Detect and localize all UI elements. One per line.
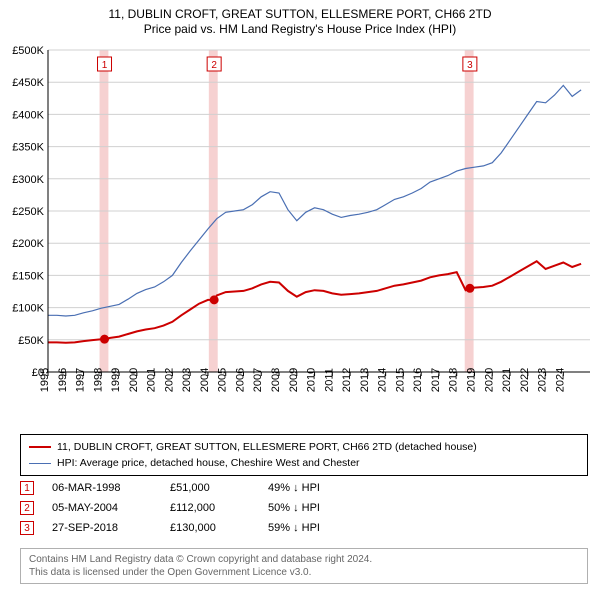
svg-text:2020: 2020 — [483, 368, 495, 392]
svg-text:2000: 2000 — [128, 368, 140, 392]
svg-text:2004: 2004 — [199, 368, 211, 392]
chart-container: 11, DUBLIN CROFT, GREAT SUTTON, ELLESMER… — [0, 0, 600, 590]
svg-text:2024: 2024 — [554, 368, 566, 392]
svg-text:£50K: £50K — [18, 335, 44, 347]
svg-text:2023: 2023 — [537, 368, 549, 392]
down-arrow-icon: ↓ — [293, 502, 299, 514]
event-pct-3: 59% ↓ HPI — [268, 522, 378, 534]
attribution: Contains HM Land Registry data © Crown c… — [20, 548, 588, 584]
legend: 11, DUBLIN CROFT, GREAT SUTTON, ELLESMER… — [20, 434, 588, 476]
svg-text:2006: 2006 — [234, 368, 246, 392]
svg-text:£400K: £400K — [12, 109, 44, 121]
chart-svg: £0£50K£100K£150K£200K£250K£300K£350K£400… — [0, 42, 600, 430]
event-date-1: 06-MAR-1998 — [52, 482, 152, 494]
svg-text:2013: 2013 — [359, 368, 371, 392]
svg-text:2002: 2002 — [163, 368, 175, 392]
svg-text:2005: 2005 — [217, 368, 229, 392]
down-arrow-icon: ↓ — [293, 522, 299, 534]
svg-text:2021: 2021 — [501, 368, 513, 392]
attribution-line2: This data is licensed under the Open Gov… — [29, 566, 579, 579]
svg-text:2008: 2008 — [270, 368, 282, 392]
svg-text:2014: 2014 — [377, 368, 389, 392]
event-flag-2: 2 — [20, 501, 34, 515]
svg-text:2009: 2009 — [288, 368, 300, 392]
svg-text:1999: 1999 — [110, 368, 122, 392]
legend-label-property: 11, DUBLIN CROFT, GREAT SUTTON, ELLESMER… — [57, 441, 477, 453]
svg-text:2003: 2003 — [181, 368, 193, 392]
svg-text:2022: 2022 — [519, 368, 531, 392]
event-price-3: £130,000 — [170, 522, 250, 534]
chart-subtitle: Price paid vs. HM Land Registry's House … — [0, 22, 600, 36]
legend-label-hpi: HPI: Average price, detached house, Ches… — [57, 457, 360, 469]
event-price-1: £51,000 — [170, 482, 250, 494]
svg-text:£200K: £200K — [12, 238, 44, 250]
event-pct-2: 50% ↓ HPI — [268, 502, 378, 514]
svg-text:2012: 2012 — [341, 368, 353, 392]
down-arrow-icon: ↓ — [293, 482, 299, 494]
legend-item-property: 11, DUBLIN CROFT, GREAT SUTTON, ELLESMER… — [29, 439, 579, 455]
svg-text:2016: 2016 — [412, 368, 424, 392]
svg-text:1995: 1995 — [39, 368, 51, 392]
event-row-2: 2 05-MAY-2004 £112,000 50% ↓ HPI — [20, 498, 588, 518]
svg-text:2011: 2011 — [323, 368, 335, 392]
svg-text:2010: 2010 — [306, 368, 318, 392]
svg-text:£350K: £350K — [12, 142, 44, 154]
event-flag-3: 3 — [20, 521, 34, 535]
svg-text:2015: 2015 — [394, 368, 406, 392]
svg-text:1996: 1996 — [57, 368, 69, 392]
event-pct-1: 49% ↓ HPI — [268, 482, 378, 494]
attribution-line1: Contains HM Land Registry data © Crown c… — [29, 553, 579, 566]
chart-area: £0£50K£100K£150K£200K£250K£300K£350K£400… — [0, 42, 600, 430]
svg-text:£250K: £250K — [12, 206, 44, 218]
svg-text:1997: 1997 — [75, 368, 87, 392]
svg-text:2001: 2001 — [146, 368, 158, 392]
events-table: 1 06-MAR-1998 £51,000 49% ↓ HPI 2 05-MAY… — [20, 478, 588, 538]
event-row-3: 3 27-SEP-2018 £130,000 59% ↓ HPI — [20, 518, 588, 538]
svg-text:£300K: £300K — [12, 174, 44, 186]
svg-text:2: 2 — [211, 60, 217, 71]
legend-item-hpi: HPI: Average price, detached house, Ches… — [29, 455, 579, 471]
svg-text:2019: 2019 — [465, 368, 477, 392]
svg-text:£150K: £150K — [12, 270, 44, 282]
event-date-2: 05-MAY-2004 — [52, 502, 152, 514]
svg-text:3: 3 — [467, 60, 473, 71]
event-flag-1: 1 — [20, 481, 34, 495]
event-row-1: 1 06-MAR-1998 £51,000 49% ↓ HPI — [20, 478, 588, 498]
event-date-3: 27-SEP-2018 — [52, 522, 152, 534]
svg-text:£100K: £100K — [12, 303, 44, 315]
svg-text:£500K: £500K — [12, 45, 44, 57]
svg-text:£450K: £450K — [12, 77, 44, 89]
svg-text:2017: 2017 — [430, 368, 442, 392]
legend-swatch-hpi — [29, 463, 51, 464]
svg-text:1998: 1998 — [92, 368, 104, 392]
svg-text:1: 1 — [102, 60, 108, 71]
svg-text:2018: 2018 — [448, 368, 460, 392]
event-price-2: £112,000 — [170, 502, 250, 514]
legend-swatch-property — [29, 446, 51, 448]
svg-text:2007: 2007 — [252, 368, 264, 392]
chart-title: 11, DUBLIN CROFT, GREAT SUTTON, ELLESMER… — [0, 0, 600, 22]
